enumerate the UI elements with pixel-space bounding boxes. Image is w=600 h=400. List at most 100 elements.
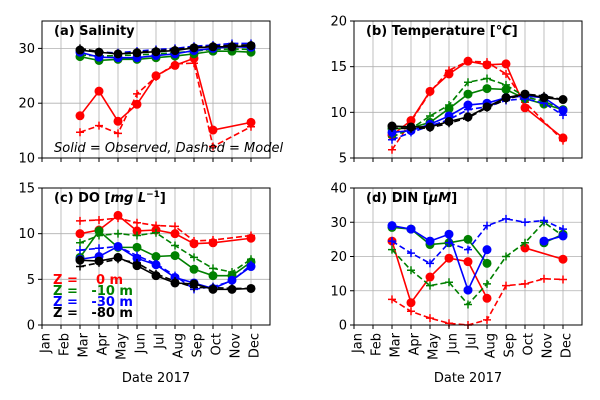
observed-point: [406, 224, 416, 234]
model-point: [152, 46, 160, 55]
y-tick-label: 15: [18, 182, 35, 197]
model-point: [95, 231, 103, 240]
model-point: [95, 244, 103, 253]
model-line: [391, 77, 564, 138]
model-point: [464, 78, 472, 87]
model-line: [79, 62, 252, 148]
model-line: [391, 93, 564, 130]
y-tick-label: 40: [330, 182, 347, 197]
observed-point: [463, 89, 473, 99]
panel-title: (b) Temperature [°C]: [366, 24, 518, 39]
observed-point: [425, 272, 435, 282]
y-tick-label: 30: [18, 42, 35, 57]
observed-point: [75, 255, 85, 265]
model-point: [114, 242, 122, 251]
y-tick-label: 10: [18, 227, 35, 242]
y-tick-label: 10: [330, 106, 347, 121]
observed-point: [463, 285, 473, 295]
observed-point: [482, 293, 492, 303]
x-axis-label: Date 2017: [122, 371, 190, 386]
model-point: [133, 89, 141, 98]
x-tick-label: Mar: [77, 332, 92, 357]
panel-title: (a) Salinity: [54, 24, 135, 39]
panel-title-part: ]: [160, 191, 166, 206]
x-tick-label: Sep: [503, 333, 518, 358]
model-point: [209, 236, 217, 245]
observed-point: [132, 99, 142, 109]
panel-title-part: (a) Salinity: [54, 24, 135, 39]
panel-title-part: °C: [496, 24, 513, 39]
x-tick-label: Oct: [210, 333, 225, 355]
model-point: [559, 95, 567, 104]
model-note: Solid = Observed, Dashed = Model: [54, 141, 283, 156]
model-point: [483, 74, 491, 83]
observed-point: [501, 59, 511, 69]
model-point: [521, 238, 529, 247]
observed-line: [79, 45, 252, 59]
y-tick-label: 20: [330, 15, 347, 30]
model-point: [152, 228, 160, 237]
observed-point: [558, 106, 568, 116]
y-tick-label: 10: [330, 284, 347, 299]
model-point: [407, 124, 415, 133]
y-tick-label: 5: [27, 273, 35, 288]
observed-point: [151, 252, 161, 261]
panel-title-part: ]: [512, 24, 518, 39]
x-tick-label: May: [427, 333, 442, 360]
model-line: [391, 217, 564, 265]
panel-title-part: (c) DO [: [54, 191, 110, 206]
model-point: [209, 283, 217, 292]
model-point: [388, 145, 396, 154]
model-point: [228, 41, 236, 50]
observed-point: [94, 86, 104, 96]
model-point: [540, 274, 548, 283]
model-point: [95, 215, 103, 224]
observed-point: [463, 234, 473, 244]
x-tick-label: Oct: [522, 333, 537, 355]
model-point: [502, 214, 510, 223]
model-point: [247, 122, 255, 131]
y-tick-label: 20: [330, 250, 347, 265]
x-tick-label: Jan: [351, 333, 366, 354]
model-point: [247, 284, 255, 293]
model-point: [76, 216, 84, 225]
x-tick-label: Apr: [408, 332, 423, 355]
panel-title: (c) DO [mg L−1]: [54, 190, 166, 206]
model-point: [114, 255, 122, 264]
model-point: [502, 252, 510, 261]
model-point: [407, 307, 415, 316]
model-point: [464, 300, 472, 309]
legend-entry: Z = -10 m: [53, 284, 133, 299]
legend-entry: Z = -30 m: [53, 295, 133, 310]
model-point: [388, 135, 396, 144]
x-tick-label: May: [115, 333, 130, 360]
model-point: [559, 111, 567, 120]
model-point: [209, 264, 217, 273]
model-point: [95, 258, 103, 267]
panel-title-part: ]: [451, 191, 457, 206]
observed-point: [75, 111, 85, 121]
x-tick-label: Sep: [191, 333, 206, 358]
panel-title: (d) DIN [μM]: [366, 191, 457, 206]
observed-point: [246, 117, 256, 127]
observed-line: [391, 93, 564, 128]
model-point: [445, 119, 453, 128]
y-tick-label: 5: [339, 152, 347, 167]
observed-point: [113, 116, 123, 126]
model-point: [209, 42, 217, 51]
model-point: [502, 69, 510, 78]
panel-1: 10 20 30 (a) Salinity: [18, 20, 271, 167]
model-point: [76, 238, 84, 247]
model-point: [190, 283, 198, 292]
x-tick-label: Jul: [153, 333, 168, 350]
model-point: [190, 236, 198, 245]
panel-title-part: (b) Temperature [: [366, 24, 496, 39]
observed-point: [189, 264, 199, 274]
observed-line: [391, 226, 488, 264]
y-tick-label: 30: [330, 216, 347, 231]
model-point: [152, 269, 160, 278]
observed-line: [79, 50, 252, 62]
observed-point: [387, 127, 397, 137]
observed-point: [444, 253, 454, 263]
observed-line: [391, 224, 488, 293]
